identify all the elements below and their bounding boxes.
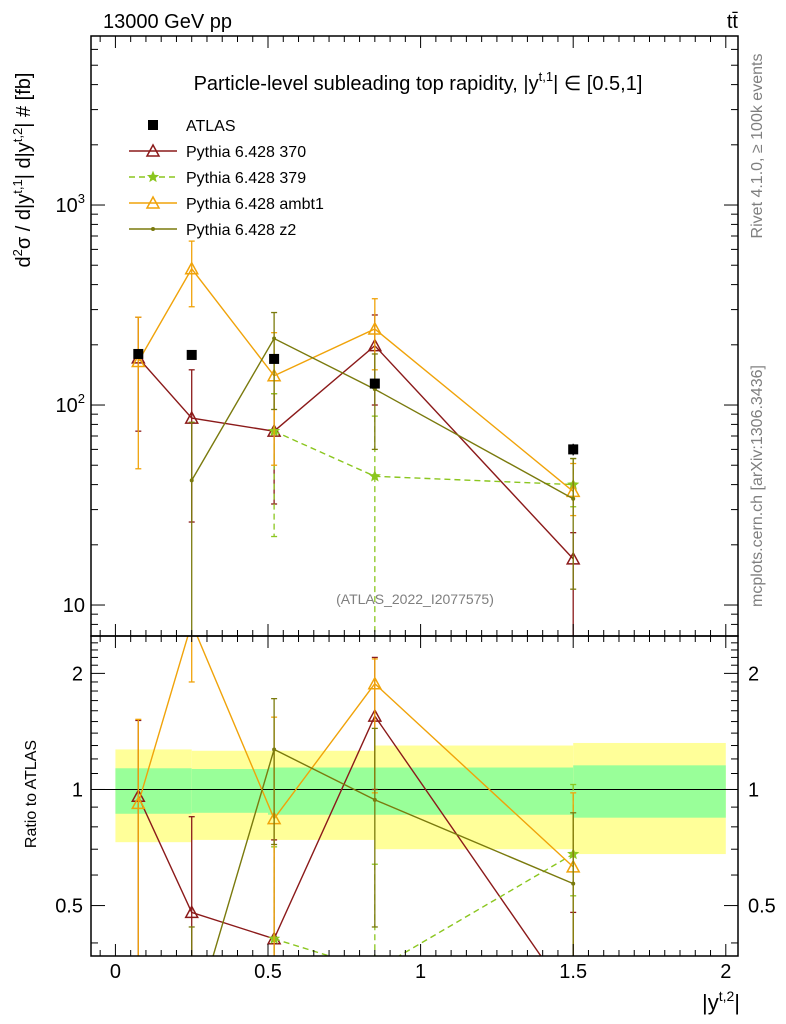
ratio-tick-label-left-2: 2 [72, 663, 83, 685]
legend-label-1: Pythia 6.428 370 [186, 144, 306, 161]
legend-label-4: Pythia 6.428 z2 [186, 222, 296, 239]
x-axis-label: |yt,2| [702, 988, 740, 1015]
data-point-4 [568, 444, 579, 455]
main-marker-1-1 [368, 469, 381, 482]
ratio-y-axis-label: Ratio to ATLAS [23, 740, 40, 848]
ratio-marker-1-1 [370, 965, 380, 974]
ratio-marker-3-2 [372, 797, 377, 802]
legend-marker-atlas [148, 120, 158, 130]
legend-entry-4: Pythia 6.428 z2 [129, 222, 296, 239]
legend-entry-1: Pythia 6.428 370 [129, 143, 306, 161]
main-marker-3-3 [571, 496, 576, 501]
legend-label-0: ATLAS [186, 118, 236, 135]
x-tick-label-1: 0.5 [254, 961, 282, 983]
main-line-1 [273, 430, 574, 486]
legend-entry-3: Pythia 6.428 ambt1 [129, 195, 324, 213]
legend-marker-4 [151, 227, 155, 231]
legend-entry-0: ATLAS [148, 118, 236, 135]
main-marker-2-3 [367, 321, 383, 335]
main-series [131, 240, 581, 636]
green-band-4 [573, 765, 726, 818]
process-label: tt̄ [727, 11, 739, 33]
energy-label: 13000 GeV pp [103, 11, 232, 33]
ratio-tick-label-left-1: 1 [72, 779, 83, 801]
ratio-marker-2-3 [367, 676, 383, 690]
plot-title: Particle-level subleading top rapidity, … [194, 69, 643, 95]
legend-marker-3 [145, 195, 161, 209]
main-marker-2-0 [131, 353, 146, 368]
ratio-line-3 [212, 748, 574, 956]
main-series-3 [188, 311, 577, 636]
x-tick-label-2: 1 [415, 961, 426, 983]
legend-entry-2: Pythia 6.428 379 [129, 170, 306, 187]
main-line-3 [191, 337, 574, 500]
x-tick-label-3: 1.5 [559, 961, 587, 983]
ratio-marker-3-3 [571, 881, 576, 886]
ratio-tick-label-right-1: 1 [748, 779, 759, 801]
x-tick-label-4: 2 [720, 961, 731, 983]
ratio-tick-label-right-0: 0.5 [748, 896, 776, 918]
ratio-uncertainty-bands [91, 742, 738, 855]
green-band-1 [191, 769, 269, 813]
data-point-1 [186, 349, 197, 360]
y-tick-exp: 3 [78, 191, 85, 206]
ratio-tick-label-left-0: 0.5 [55, 896, 83, 918]
main-series-0 [131, 314, 581, 636]
ratio-series-3 [188, 697, 577, 956]
legend-label-3: Pythia 6.428 ambt1 [186, 196, 324, 213]
ratio-series [131, 636, 581, 1008]
legend-marker-2 [146, 170, 160, 183]
y-tick-label-0: 10 [63, 595, 85, 617]
y-tick-label-2: 103 [56, 191, 85, 217]
y-tick-label-1: 102 [56, 391, 85, 417]
rivet-version-text: Rivet 4.1.0, ≥ 100k events [749, 54, 766, 239]
mcplots-source-text: mcplots.cern.ch [arXiv:1306.3436] [749, 365, 766, 607]
y-tick-base: 10 [56, 195, 78, 217]
legend-label-2: Pythia 6.428 379 [186, 170, 306, 187]
y-tick-base: 10 [56, 395, 78, 417]
main-marker-3-1 [272, 336, 277, 341]
ratio-marker-0-1 [184, 904, 199, 919]
data-point-2 [269, 353, 280, 364]
legend: ATLAS Pythia 6.428 370 Pythia 6.428 379 Pyt… [129, 118, 324, 239]
ratio-tick-label-right-2: 2 [748, 663, 759, 685]
y-tick-exp: 2 [78, 391, 85, 406]
main-line-0 [137, 344, 574, 560]
ratio-marker-3-1 [272, 747, 277, 752]
main-marker-3-0 [189, 478, 194, 483]
analysis-watermark: (ATLAS_2022_I2077575) [336, 591, 494, 607]
ratio-marker-2-0 [131, 795, 146, 810]
ratio-line-1 [273, 853, 574, 956]
atlas-data-points [133, 348, 579, 456]
green-band-0 [115, 768, 192, 814]
y-axis-label: d2σ / d|yt,1| d|yt,2| # [fb] [10, 73, 35, 268]
x-tick-label-0: 0 [110, 961, 121, 983]
ratio-frame [90, 635, 739, 957]
main-marker-2-1 [184, 261, 199, 275]
ratio-marker-0-4 [567, 997, 579, 1008]
data-point-3 [369, 378, 380, 389]
main-series-2 [131, 240, 581, 517]
data-point-0 [133, 348, 144, 359]
legend-marker-1 [145, 143, 161, 157]
